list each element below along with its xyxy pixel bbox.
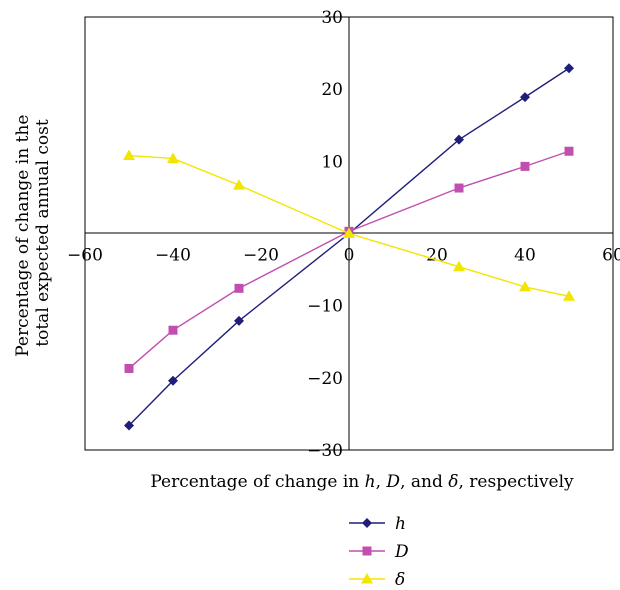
series-layer: [123, 63, 575, 431]
data-point: [168, 325, 178, 335]
x-axis-title-sep2: , and: [400, 472, 448, 492]
x-axis-title-suffix: , respectively: [459, 472, 575, 492]
legend-label: δ: [395, 570, 405, 590]
tick-labels: −60 −40 −20 0 20 40 60 30 20 10 −10 −20 −30: [67, 8, 620, 461]
y-tick-label: 30: [321, 8, 343, 28]
data-point: [564, 146, 574, 156]
data-point: [234, 283, 244, 293]
y-axis-title-line-1: Percentage of change in the: [13, 115, 33, 357]
data-point: [343, 227, 355, 238]
x-axis-title-delta: δ: [448, 472, 458, 492]
data-point: [520, 92, 530, 103]
y-axis-title: Percentage of change in the total expect…: [13, 109, 53, 357]
legend-item: h: [349, 514, 406, 534]
x-tick-label: −40: [155, 246, 191, 266]
y-tick-label: 20: [321, 80, 343, 100]
x-axis-title-prefix: Percentage of change in: [150, 472, 364, 492]
data-point: [454, 183, 464, 193]
x-axis-title-d: D: [385, 472, 400, 492]
x-tick-label: 60: [602, 246, 620, 266]
y-tick-label: −30: [307, 441, 343, 461]
data-point: [124, 420, 134, 431]
y-axis-title-line-2: total expected annual cost: [33, 119, 53, 347]
legend-label: h: [395, 514, 406, 534]
data-point: [168, 375, 178, 386]
legend-marker: [362, 518, 372, 528]
data-point: [124, 363, 134, 373]
y-tick-label: −10: [307, 297, 343, 317]
y-tick-label: −20: [307, 369, 343, 389]
x-tick-label: −60: [67, 246, 103, 266]
x-tick-label: −20: [243, 246, 279, 266]
legend-item: D: [349, 542, 409, 562]
data-point: [233, 179, 245, 190]
legend-marker: [362, 546, 372, 556]
data-point: [520, 161, 530, 171]
x-axis-title-h: h: [365, 472, 376, 492]
data-point: [167, 152, 179, 163]
data-point: [564, 63, 574, 74]
x-tick-label: 40: [514, 246, 536, 266]
legend-marker: [361, 573, 373, 584]
data-point: [234, 315, 244, 326]
legend-item: δ: [349, 570, 405, 590]
x-tick-label: 0: [344, 246, 355, 266]
legend: hDδ: [349, 514, 409, 590]
series-3: [123, 149, 575, 301]
legend-label: D: [394, 542, 409, 562]
data-point: [519, 280, 531, 292]
x-tick-label: 20: [426, 246, 448, 266]
y-tick-label: 10: [321, 152, 343, 172]
x-axis-title: Percentage of change in h, D, and δ, res…: [150, 472, 574, 492]
data-point: [453, 260, 465, 272]
x-axis-title-sep1: ,: [376, 472, 387, 492]
data-point: [563, 290, 575, 301]
data-point: [123, 149, 135, 161]
data-point: [454, 134, 464, 145]
